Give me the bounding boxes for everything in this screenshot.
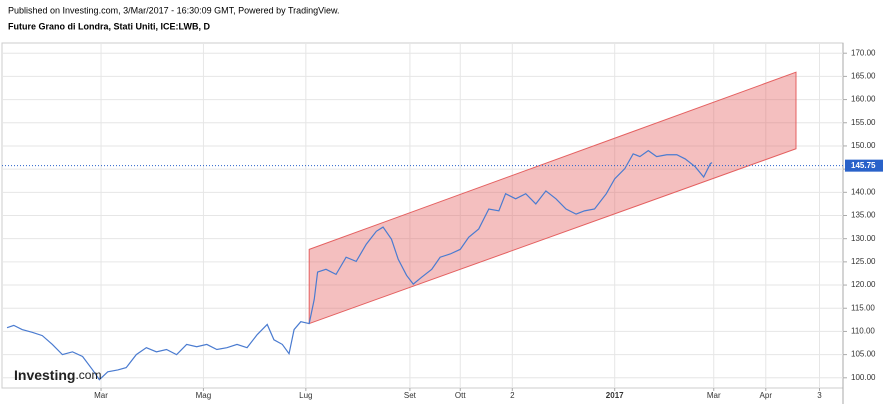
y-tick-label: 155.00 bbox=[851, 118, 876, 127]
y-tick-label: 100.00 bbox=[851, 373, 876, 382]
chart-title: Future Grano di Londra, Stati Uniti, ICE… bbox=[8, 21, 210, 31]
logo: Investing.com bbox=[14, 367, 101, 383]
y-tick-label: 140.00 bbox=[851, 187, 876, 196]
logo-brand: Investing bbox=[14, 367, 75, 383]
x-tick-label: Mar bbox=[707, 391, 721, 400]
y-tick-label: 105.00 bbox=[851, 350, 876, 359]
y-tick-label: 160.00 bbox=[851, 95, 876, 104]
y-tick-label: 115.00 bbox=[851, 303, 875, 312]
price-line bbox=[6, 149, 713, 381]
x-tick-label: 2017 bbox=[606, 391, 624, 400]
y-tick-label: 170.00 bbox=[851, 48, 876, 57]
y-tick-label: 125.00 bbox=[851, 257, 876, 266]
channel bbox=[308, 71, 797, 325]
last-value-box bbox=[845, 159, 883, 172]
x-tick-label: Mar bbox=[94, 391, 108, 400]
y-tick-label: 130.00 bbox=[851, 234, 876, 243]
x-tick-label: 2 bbox=[510, 391, 515, 400]
y-tick-label: 110.00 bbox=[851, 327, 875, 336]
x-tick-label: Lug bbox=[299, 391, 312, 400]
subtitle: Published on Investing.com, 3/Mar/2017 -… bbox=[8, 5, 340, 15]
y-tick-label: 135.00 bbox=[851, 211, 876, 220]
x-tick-label: Set bbox=[404, 391, 417, 400]
x-tick-label: Apr bbox=[760, 391, 773, 400]
last-value-label: 145.75 bbox=[851, 161, 876, 170]
y-tick-label: 165.00 bbox=[851, 71, 876, 80]
x-tick-label: Ott bbox=[455, 391, 466, 400]
y-tick-label: 120.00 bbox=[851, 280, 876, 289]
y-tick-label: 150.00 bbox=[851, 141, 876, 150]
x-tick-label: 3 bbox=[817, 391, 822, 400]
logo-suffix: .com bbox=[75, 368, 101, 382]
x-tick-label: Mag bbox=[196, 391, 212, 400]
